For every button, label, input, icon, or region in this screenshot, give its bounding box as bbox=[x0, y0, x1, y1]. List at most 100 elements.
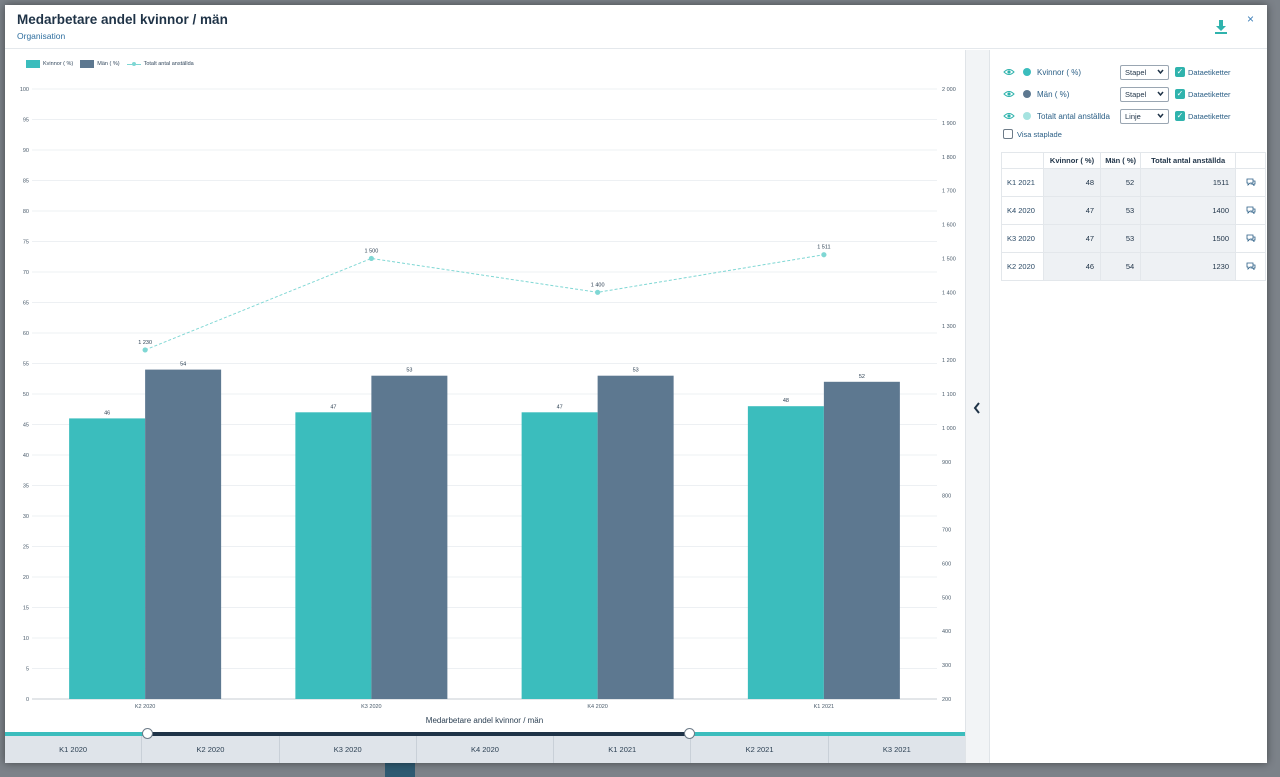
bar-kvinnor-k2-2020[interactable] bbox=[69, 418, 146, 699]
legend-item-totalt-antal-anst-llda[interactable]: Totalt antal anställda bbox=[126, 60, 194, 68]
y-tick-label-left: 60 bbox=[23, 331, 29, 337]
chart-type-select[interactable]: Linje bbox=[1120, 108, 1169, 124]
timeline-period-k4-2020[interactable]: K4 2020 bbox=[417, 736, 555, 763]
series-label: Kvinnor ( %) bbox=[1037, 67, 1082, 77]
bar-data-label: 48 bbox=[783, 398, 789, 404]
chart-type-select[interactable]: Stapel bbox=[1120, 86, 1169, 102]
table-cell: 53 bbox=[1100, 224, 1142, 253]
y-tick-label-left: 90 bbox=[23, 148, 29, 154]
series-setting-m-n: Män ( %) Stapel ✓ Dataetiketter bbox=[995, 84, 1267, 104]
data-table: Kvinnor ( %) Män ( %) Totalt antal anställ… bbox=[1001, 152, 1266, 281]
eye-icon[interactable] bbox=[1003, 68, 1015, 76]
table-cell: 46 bbox=[1042, 252, 1102, 281]
timeline-period-k3-2020[interactable]: K3 2020 bbox=[280, 736, 417, 763]
y-tick-label-left: 85 bbox=[23, 179, 29, 185]
panel-collapse-bar bbox=[965, 50, 990, 763]
comment-icon[interactable] bbox=[1235, 196, 1266, 225]
series-setting-kvinnor: Kvinnor ( %) Stapel ✓ Dataetiketter bbox=[995, 62, 1267, 82]
close-button[interactable]: × bbox=[1247, 12, 1255, 26]
table-cell: 47 bbox=[1042, 196, 1102, 225]
modal-subtitle: Organisation bbox=[17, 31, 66, 41]
x-tick-label: K2 2020 bbox=[135, 704, 156, 710]
table-header-row: Kvinnor ( %) Män ( %) Totalt antal anställ… bbox=[1001, 152, 1266, 169]
y-tick-label-left: 35 bbox=[23, 484, 29, 490]
legend-item-kvinnor[interactable]: Kvinnor ( %) bbox=[26, 60, 73, 68]
line-point-k3-2020[interactable] bbox=[368, 255, 374, 262]
table-cell: 54 bbox=[1100, 252, 1142, 281]
table-row: K2 2020 46 54 1230 bbox=[1001, 252, 1266, 281]
bar-kvinnor-k1-2021[interactable] bbox=[747, 406, 824, 699]
row-period-label: K3 2020 bbox=[1001, 224, 1044, 253]
legend-swatch bbox=[80, 60, 95, 68]
table-cell: 53 bbox=[1100, 196, 1142, 225]
column-header-empty bbox=[1235, 152, 1266, 169]
chart-modal: Medarbetare andel kvinnor / män Organisa… bbox=[5, 5, 1267, 763]
y-tick-label-right: 1 700 bbox=[942, 189, 956, 195]
line-point-k1-2021[interactable] bbox=[821, 252, 827, 258]
table-cell: 48 bbox=[1042, 168, 1102, 197]
legend-label: Totalt antal anställda bbox=[143, 61, 194, 67]
bar-data-label: 46 bbox=[104, 410, 110, 416]
table-cell: 1500 bbox=[1140, 224, 1236, 253]
bar-data-label: 53 bbox=[406, 368, 412, 374]
bar-kvinnor-k3-2020[interactable] bbox=[295, 412, 372, 699]
datalabels-checkbox[interactable]: ✓ bbox=[1175, 89, 1185, 99]
comment-icon[interactable] bbox=[1235, 224, 1266, 253]
bar-m-n-k2-2020[interactable] bbox=[145, 369, 222, 699]
table-cell: 1511 bbox=[1140, 168, 1236, 197]
y-tick-label-left: 45 bbox=[23, 423, 29, 429]
timeline-period-k2-2020[interactable]: K2 2020 bbox=[142, 736, 280, 763]
datalabels-checkbox[interactable]: ✓ bbox=[1175, 111, 1185, 121]
combo-chart: 0 5 10 15 20 25 30 35 40 45 50 55 60 65 70 75 80 85 90 95 10… bbox=[20, 87, 956, 725]
line-data-label: 1 500 bbox=[364, 248, 378, 254]
datalabels-checkbox[interactable]: ✓ bbox=[1175, 67, 1185, 77]
timeline-handle-end[interactable] bbox=[684, 728, 695, 739]
legend-swatch bbox=[26, 60, 40, 68]
table-cell: 52 bbox=[1100, 168, 1142, 197]
bar-data-label: 47 bbox=[557, 404, 563, 410]
table-row: K1 2021 48 52 1511 bbox=[1001, 168, 1266, 197]
bar-m-n-k4-2020[interactable] bbox=[597, 375, 674, 699]
bar-data-label: 54 bbox=[180, 362, 186, 368]
line-point-k2-2020[interactable] bbox=[142, 347, 148, 353]
y-tick-label-right: 1 500 bbox=[942, 256, 956, 262]
bar-kvinnor-k4-2020[interactable] bbox=[521, 412, 598, 699]
chevron-left-icon[interactable] bbox=[973, 402, 981, 417]
timeline-selected-range[interactable] bbox=[147, 732, 689, 736]
eye-icon[interactable] bbox=[1003, 90, 1015, 98]
series-color-dot bbox=[1023, 112, 1031, 120]
settings-panel: Kvinnor ( %) Stapel ✓ Dataetiketter Män ( %)… bbox=[995, 50, 1267, 763]
bar-m-n-k3-2020[interactable] bbox=[371, 375, 448, 699]
y-tick-label-left: 30 bbox=[23, 514, 29, 520]
y-tick-label-left: 65 bbox=[23, 301, 29, 307]
line-totalt-antal-anst-llda bbox=[144, 254, 824, 351]
legend-item-m-n[interactable]: Män ( %) bbox=[80, 60, 120, 68]
x-tick-label: K4 2020 bbox=[587, 704, 608, 710]
timeline-period-k3-2021[interactable]: K3 2021 bbox=[882, 745, 911, 754]
timeline-slider: K1 2020 K2 2020 K3 2020 K4 2020 K1 2021 K2 20… bbox=[5, 728, 965, 763]
stacked-checkbox[interactable] bbox=[1003, 129, 1013, 139]
table-row: K3 2020 47 53 1500 bbox=[1001, 224, 1266, 253]
stacked-toggle[interactable]: Visa staplade bbox=[1003, 129, 1062, 139]
line-point-k4-2020[interactable] bbox=[595, 289, 601, 295]
row-period-label: K1 2021 bbox=[1001, 168, 1044, 197]
chart-type-select[interactable]: Stapel bbox=[1120, 64, 1169, 80]
chevron-down-icon bbox=[1157, 90, 1164, 99]
timeline-period-k1-2021[interactable]: K1 2021 bbox=[554, 736, 692, 763]
timeline-handle-start[interactable] bbox=[142, 728, 153, 739]
y-tick-label-right: 1 900 bbox=[942, 121, 956, 127]
chevron-down-icon bbox=[1157, 112, 1164, 121]
series-color-dot bbox=[1023, 90, 1031, 98]
y-tick-label-right: 1 800 bbox=[942, 155, 956, 161]
y-tick-label-right: 300 bbox=[942, 663, 951, 669]
comment-icon[interactable] bbox=[1235, 252, 1266, 281]
bar-m-n-k1-2021[interactable] bbox=[823, 381, 900, 699]
download-icon[interactable] bbox=[1214, 19, 1228, 35]
timeline-period-k1-2020[interactable]: K1 2020 bbox=[5, 736, 143, 763]
comment-icon[interactable] bbox=[1235, 168, 1266, 197]
eye-icon[interactable] bbox=[1003, 112, 1015, 120]
bar-data-label: 53 bbox=[633, 368, 639, 374]
bar-data-label: 47 bbox=[330, 404, 336, 410]
y-tick-label-left: 55 bbox=[23, 362, 29, 368]
timeline-period-k2-2021[interactable]: K2 2021 bbox=[691, 736, 829, 763]
